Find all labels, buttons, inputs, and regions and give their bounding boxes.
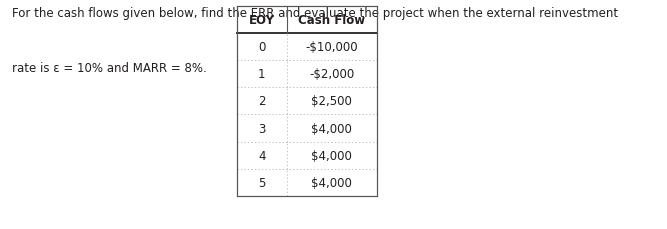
Text: -$2,000: -$2,000 [309, 68, 354, 81]
Text: $2,500: $2,500 [311, 95, 352, 108]
Bar [237, 7, 377, 196]
Text: 3: 3 [258, 122, 265, 135]
Text: 1: 1 [258, 68, 265, 81]
Text: 4: 4 [258, 149, 265, 162]
Text: 2: 2 [258, 95, 265, 108]
Text: For the cash flows given below, find the ERR and evaluate the project when the e: For the cash flows given below, find the… [12, 7, 618, 20]
Text: 0: 0 [258, 41, 265, 54]
Text: $4,000: $4,000 [311, 176, 352, 189]
Text: EOY: EOY [249, 14, 275, 27]
Text: 5: 5 [258, 176, 265, 189]
Text: rate is ε = 10% and MARR = 8%.: rate is ε = 10% and MARR = 8%. [12, 62, 207, 75]
Text: -$10,000: -$10,000 [305, 41, 358, 54]
Text: Cash Flow: Cash Flow [298, 14, 366, 27]
Text: $4,000: $4,000 [311, 122, 352, 135]
Text: $4,000: $4,000 [311, 149, 352, 162]
